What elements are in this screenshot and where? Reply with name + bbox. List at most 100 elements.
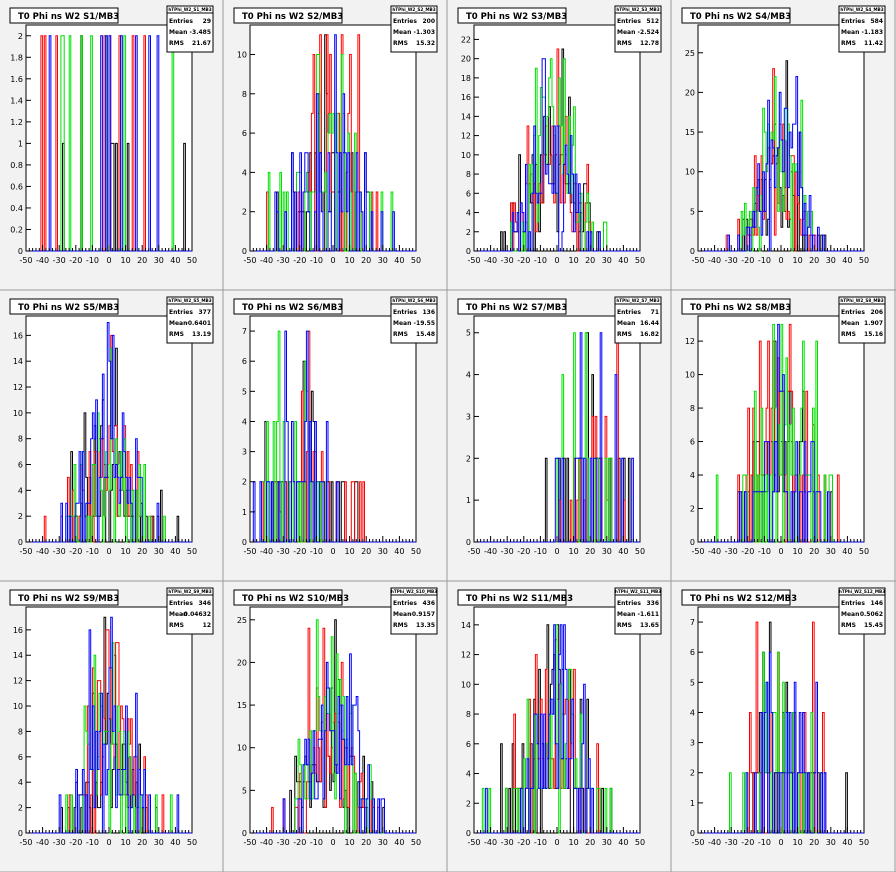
stats-rms-value: 15.32 (416, 40, 435, 47)
stats-mean-value: 16.44 (640, 320, 659, 327)
y-tick-label: 5 (242, 387, 247, 396)
stats-entries-value: 436 (422, 600, 435, 607)
chart-title: T0 Phi ns W2 S11/MB3 (466, 594, 573, 604)
x-tick-label: -20 (293, 256, 306, 265)
stats-mean-value: -2.524 (638, 29, 659, 36)
y-tick-label: 0 (242, 247, 247, 256)
x-tick-label: -50 (467, 838, 480, 847)
stats-mean-value: -1.183 (862, 29, 883, 36)
stats-rms-value: 15.16 (864, 331, 883, 338)
stats-rms-label: RMS (617, 40, 632, 47)
title-box (233, 298, 343, 315)
x-tick-label: 0 (106, 838, 111, 847)
y-tick-label: 0 (466, 247, 471, 256)
stats-mean-label: Mean (617, 320, 635, 327)
y-tick-label: 0 (242, 538, 247, 547)
series-4-line (698, 76, 864, 252)
stats-mean-label: Mean (617, 611, 635, 618)
histogram-pad-8: -50 -40 -30 -20 -10 0 10 20 30 40 50 0 2 4 6 8 10 12 T0 Ph… (672, 291, 896, 582)
x-tick-label: 20 (809, 838, 819, 847)
x-tick-label: -10 (534, 838, 547, 847)
x-tick-label: 20 (809, 256, 819, 265)
stats-rms-value: 16.82 (640, 331, 659, 338)
x-tick-label: 20 (585, 256, 595, 265)
stats-rms-label: RMS (617, 331, 632, 338)
stats-mean-label: Mean (393, 611, 411, 618)
y-tick-label: 0 (690, 247, 695, 256)
stats-entries-value: 512 (646, 18, 659, 25)
x-tick-label: 40 (842, 838, 852, 847)
y-tick-label: 10 (685, 168, 695, 177)
y-tick-label: 2 (18, 512, 23, 521)
x-tick-label: 50 (859, 256, 869, 265)
x-tick-label: 0 (330, 256, 335, 265)
x-tick-label: -50 (243, 547, 256, 556)
x-tick-label: -30 (501, 547, 514, 556)
y-tick-label: 14 (461, 112, 471, 121)
histogram-pad-5: -50 -40 -30 -20 -10 0 10 20 30 40 50 0 2 4 6 8 10 12 14 16 T… (0, 291, 224, 582)
x-tick-label: 30 (602, 256, 612, 265)
y-tick-label: 2 (466, 799, 471, 808)
y-tick-label: 18 (461, 74, 471, 83)
stats-histname: hTPhi_W2_S10_MB3 (391, 589, 437, 594)
x-tick-label: 10 (793, 838, 803, 847)
stats-entries-label: Entries (393, 309, 417, 316)
stats-histname: hTPhi_W2_S6_MB3 (392, 298, 435, 303)
x-tick-label: -20 (69, 256, 82, 265)
x-tick-label: 10 (793, 256, 803, 265)
histogram-pad-3: -50 -40 -30 -20 -10 0 10 20 30 40 50 0 2 4 6 8 10 12 14 16 1… (448, 0, 672, 291)
x-tick-label: -50 (691, 838, 704, 847)
y-tick-label: 15 (685, 128, 695, 137)
chart-title: T0 Phi ns W2 S7/MB3 (466, 303, 567, 313)
x-tick-label: 0 (554, 547, 559, 556)
y-tick-label: 8 (466, 710, 471, 719)
stats-mean-label: Mean (169, 320, 187, 327)
stats-rms-label: RMS (169, 331, 184, 338)
x-tick-label: 20 (137, 256, 147, 265)
y-tick-label: 4 (466, 209, 471, 218)
y-tick-label: 8 (242, 90, 247, 99)
stats-mean-value: -0.04632 (181, 611, 211, 618)
y-tick-label: 12 (13, 383, 23, 392)
x-tick-label: -40 (484, 838, 497, 847)
stats-entries-label: Entries (841, 600, 865, 607)
x-tick-label: -40 (36, 547, 49, 556)
y-tick-label: 4 (242, 417, 247, 426)
stats-entries-label: Entries (841, 18, 865, 25)
histogram-pad-1: -50 -40 -30 -20 -10 0 10 20 30 40 50 0 0.2 0.4 0.6 0.8 1… (0, 0, 224, 291)
y-tick-label: 20 (237, 658, 247, 667)
stats-rms-value: 21.67 (192, 40, 211, 47)
stats-mean-label: Mean (841, 320, 859, 327)
y-tick-label: 14 (13, 357, 23, 366)
x-tick-label: -40 (36, 838, 49, 847)
x-tick-label: -30 (277, 256, 290, 265)
stats-mean-label: Mean (841, 611, 859, 618)
stats-entries-label: Entries (169, 18, 193, 25)
y-tick-label: 6 (690, 648, 695, 657)
x-tick-label: 10 (345, 256, 355, 265)
stats-entries-value: 136 (422, 309, 435, 316)
y-tick-label: 0.2 (10, 225, 23, 234)
y-tick-label: 10 (237, 744, 247, 753)
x-tick-label: -40 (260, 838, 273, 847)
y-tick-label: 3 (690, 739, 695, 748)
y-tick-label: 20 (461, 55, 471, 64)
x-tick-label: 50 (187, 256, 197, 265)
stats-box (390, 587, 438, 635)
stats-box (838, 587, 886, 635)
x-tick-label: 50 (411, 547, 421, 556)
y-tick-label: 12 (685, 337, 695, 346)
x-tick-label: -30 (277, 547, 290, 556)
x-tick-label: 10 (345, 838, 355, 847)
stats-rms-value: 13.65 (640, 622, 659, 629)
x-tick-label: -10 (310, 256, 323, 265)
stats-entries-label: Entries (393, 600, 417, 607)
plot-frame (249, 24, 417, 252)
y-tick-label: 2 (18, 32, 23, 41)
x-tick-label: -20 (517, 256, 530, 265)
stats-histname: hTPhi_W2_S12_MB3 (839, 589, 885, 594)
y-tick-label: 20 (685, 88, 695, 97)
stats-box (614, 587, 662, 635)
x-tick-label: 0 (554, 256, 559, 265)
